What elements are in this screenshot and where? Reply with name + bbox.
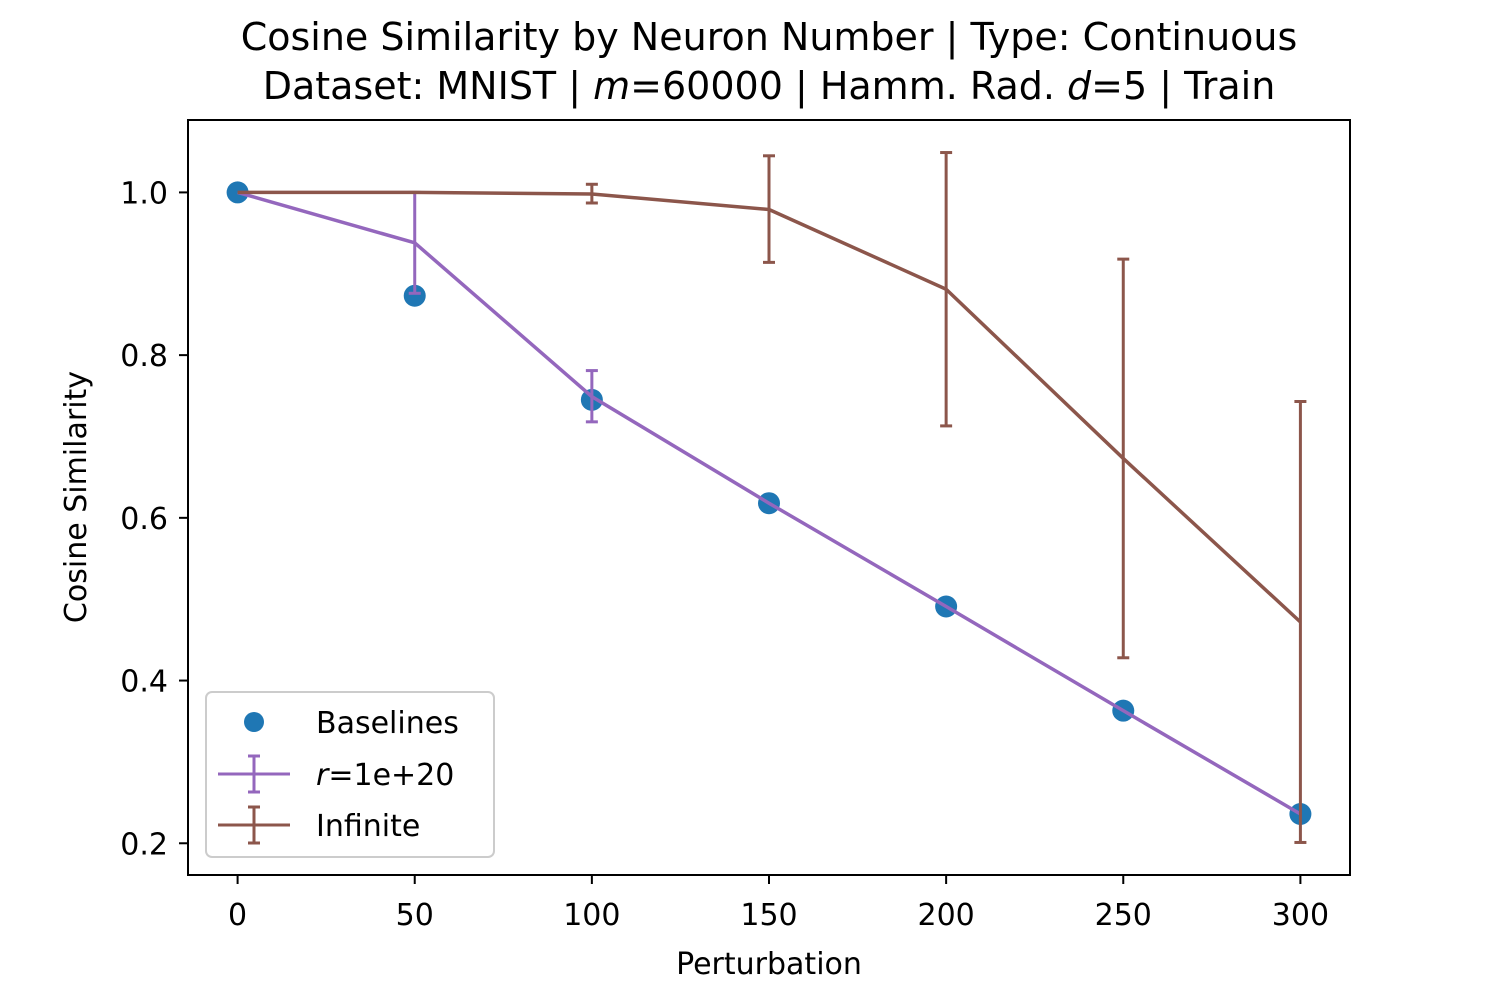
x-tick-label: 200	[918, 898, 975, 933]
x-axis-label: Perturbation	[676, 947, 862, 982]
x-tick-label: 50	[396, 898, 434, 933]
y-tick-label: 0.2	[120, 827, 168, 862]
y-tick-label: 1.0	[120, 176, 168, 211]
legend-infinite-marker	[218, 805, 290, 845]
chart-title-line1: Cosine Similarity by Neuron Number | Typ…	[241, 15, 1298, 60]
legend-r-marker	[218, 754, 290, 794]
baseline-point	[403, 284, 426, 307]
legend-baselines-label: Baselines	[316, 706, 459, 741]
y-tick-label: 0.8	[120, 339, 168, 374]
legend-baselines-marker	[244, 712, 264, 732]
x-tick-label: 250	[1095, 898, 1152, 933]
x-tick-label: 150	[740, 898, 797, 933]
legend-box	[205, 691, 495, 858]
legend-infinite-label: Infinite	[316, 809, 420, 844]
x-tick-label: 300	[1272, 898, 1329, 933]
legend: Baselines r=1e+20 Infinite	[205, 691, 495, 858]
y-tick-label: 0.6	[120, 502, 168, 537]
r-series-line	[237, 190, 1302, 816]
x-axis-ticks: 0 50 100 150 200 250 300	[228, 875, 1329, 933]
y-axis-label: Cosine Similarity	[59, 371, 94, 623]
plot-area	[226, 151, 1312, 844]
axes-frame	[187, 119, 1351, 876]
y-axis-ticks: 0.2 0.4 0.6 0.8 1.0	[120, 176, 188, 862]
x-tick-label: 0	[228, 898, 247, 933]
x-tick-label: 100	[563, 898, 620, 933]
chart-title-line2: Dataset: MNIST | m=60000 | Hamm. Rad. d=…	[263, 64, 1276, 109]
legend-r-label: r=1e+20	[316, 758, 454, 793]
y-tick-label: 0.4	[120, 665, 168, 700]
infinite-series-line	[237, 190, 1302, 624]
